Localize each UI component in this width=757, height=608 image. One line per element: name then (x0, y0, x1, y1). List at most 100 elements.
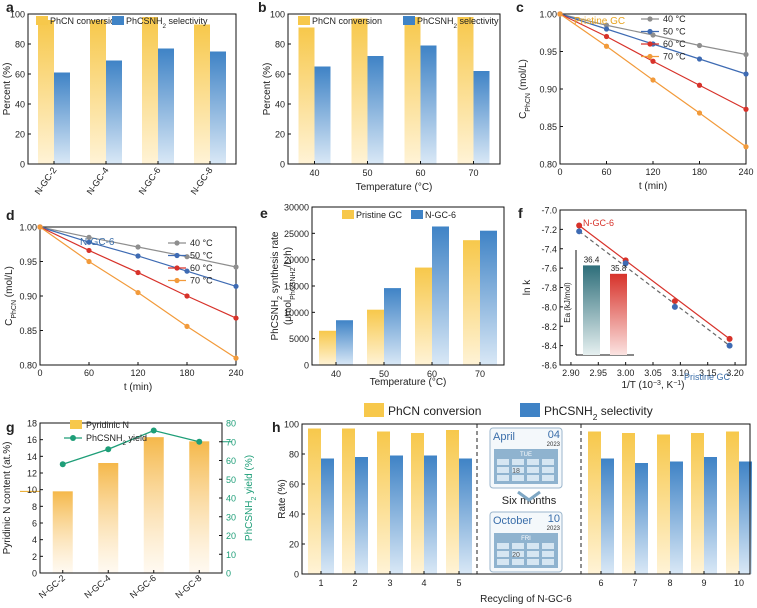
panel-h-xtick-label: 5 (456, 578, 461, 588)
panel-h-plot-frame (301, 423, 751, 575)
panel-e-legend-label: Pristine GC (356, 210, 403, 220)
panel-f-xlabel: 1/T (10−3, K−1) (621, 380, 684, 392)
panel-e-ylabel-units-part: (μmol (283, 300, 294, 325)
panel-g-ytick-label: 12 (27, 469, 37, 479)
panel-f-xtick-label: 3.15 (699, 368, 717, 378)
panel-h-bar-blue (390, 455, 403, 574)
panel-h-calendar-april-cell (512, 475, 524, 481)
panel-h-bar-blue (635, 463, 648, 574)
panel-f-xtick-label: 3.00 (617, 368, 635, 378)
panel-g-ytick-label: 60 (226, 456, 236, 466)
panel-c-legend-marker (647, 41, 653, 47)
panel-e-ylabel-part: 2 (277, 296, 284, 300)
panel-d-point (135, 269, 141, 276)
panel-g-ytick-label: 20 (226, 531, 236, 541)
panel-c-xtick-label: 0 (557, 167, 562, 177)
panel-d-legend-marker (174, 252, 180, 259)
panel-b-bar-orange (457, 17, 474, 164)
panel-f-point (671, 298, 678, 305)
panel-g-ytick-label: 80 (226, 419, 236, 429)
panel-h-calendar-april-cell (497, 467, 509, 473)
panel-c-legend-marker (647, 16, 653, 22)
panel-g-xtick-label: N-GC-4 (82, 573, 112, 601)
panel-f-inset-value: 35.8 (611, 264, 627, 273)
panel-a-bar-blue (210, 51, 226, 164)
panel-f-point (671, 303, 678, 310)
panel-h-xtick-label: 3 (387, 578, 392, 588)
panel-g-bar-pyridinic (143, 437, 164, 573)
panel-e-legend-label-part: Pristine GC (356, 210, 403, 220)
panel-g-legend-label: PhCSNH2 yield (86, 433, 147, 447)
panel-e-bar-blue (384, 288, 401, 365)
panel-e-bar-blue (480, 230, 497, 365)
panel-d-point (184, 268, 190, 274)
panel-d-legend-label: 70 °C (190, 276, 213, 286)
panel-d-legend-label: 40 °C (190, 238, 213, 248)
panel-f-label-ngc6: N-GC-6 (583, 218, 614, 228)
panel-f-xtick-label: 2.95 (590, 368, 608, 378)
panel-f-inset-ylabel: Ea (kJ/mol) (563, 282, 572, 323)
panel-a-bar-blue (158, 48, 174, 164)
panel-f-ytick-label: -7.2 (541, 225, 557, 235)
panel-h-calendar-april-month: April (493, 431, 515, 443)
panel-h-bar-blue (355, 457, 368, 574)
panel-d-point (135, 289, 141, 296)
panel-g-bar-pyridinic (189, 441, 210, 573)
panel-h-calendar-april-cell (497, 475, 509, 481)
panel-h-calendar-april-cell (527, 467, 539, 473)
panel-h-xlabel: Recycling of N-GC-6 (480, 594, 572, 605)
panel-d-point (184, 293, 190, 299)
panel-h-xtick-label: 9 (701, 578, 706, 588)
panel-h-ytick-label: 60 (289, 480, 299, 490)
panel-e-ytick-label: 5000 (289, 334, 309, 344)
panel-e-xlabel: Temperature (°C) (370, 377, 447, 388)
panel-e-bar-orange (367, 309, 384, 365)
panel-h-calendar-april-day: 04 (548, 429, 560, 441)
panel-c-ylabel: CPhCN (mol/L) (518, 59, 532, 119)
panel-h-calendar-october-cell (527, 551, 539, 557)
panel-e-xtick-label: 40 (331, 369, 341, 379)
panel-d-point (184, 254, 190, 260)
panel-h-legend-swatch (364, 403, 384, 417)
panel-h-ytick-label: 80 (289, 450, 299, 460)
panel-c-point (743, 51, 749, 58)
panel-d-ytick-label: 0.95 (19, 257, 37, 267)
panel-g-ylabel-right-part: yield (%) (244, 455, 255, 497)
panel-d-legend-label: 50 °C (190, 251, 213, 261)
panel-c-point (696, 110, 703, 116)
panel-a-ytick-label: 0 (20, 160, 25, 170)
panel-b-plot-frame (287, 13, 501, 165)
panel-f-point (622, 260, 629, 267)
panel-g-letter: g (6, 419, 15, 435)
panel-a-legend-label-part: PhCSNH (126, 16, 163, 26)
panel-e-legend-swatch (342, 210, 354, 219)
panel-c-ylabel-part: C (518, 112, 529, 119)
panel-h-xtick-label: 10 (734, 578, 744, 588)
panel-h-xtick-label: 1 (318, 578, 323, 588)
panel-f-ytick-label: -7.0 (541, 206, 557, 216)
panel-g-ytick-label: 50 (226, 475, 236, 485)
panel-d-point (233, 315, 239, 321)
panel-g-legend-label-part: yield (126, 433, 147, 443)
panel-a-xtick-label: N-GC-8 (189, 165, 215, 196)
panel-h-bar-blue (739, 461, 752, 574)
panel-d-legend-label: 60 °C (190, 263, 213, 273)
panel-f-ytick-label: -8.4 (541, 341, 557, 351)
panel-g-xtick-label: N-GC-6 (128, 573, 158, 601)
panel-c-point (696, 82, 703, 88)
panel-b-legend-swatch (298, 16, 310, 25)
panel-f-point (576, 222, 583, 229)
panel-g-ytick-label: 40 (226, 494, 236, 504)
panel-f-ytick-label: -7.8 (541, 283, 557, 293)
panel-e-xtick-label: 50 (379, 369, 389, 379)
panel-e-ytick-label: 0 (304, 361, 309, 371)
panel-a-letter: a (6, 0, 14, 15)
panel-c-point (603, 43, 610, 49)
panel-d-legend-marker (174, 277, 180, 284)
panel-a-bar-blue (54, 72, 70, 164)
panel-f-label-pristine: Pristine GC (684, 372, 731, 382)
panel-d-title: N-GC-6 (80, 237, 115, 248)
panel-g-ylabel-right-part: 2 (251, 497, 258, 501)
panel-b-xtick-label: 50 (362, 168, 372, 178)
